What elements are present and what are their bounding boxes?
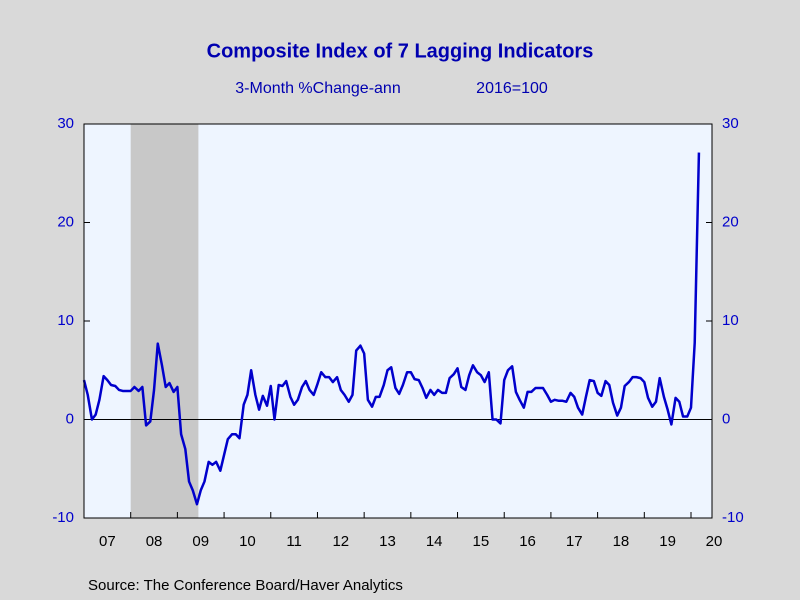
x-tick-label: 18 bbox=[613, 533, 630, 550]
y-tick-label: -10 bbox=[52, 509, 74, 526]
y2-tick-label: 30 bbox=[722, 115, 739, 132]
source: Source: The Conference Board/Haver Analy… bbox=[88, 577, 403, 594]
x-tick-label: 13 bbox=[379, 533, 396, 550]
chart-title: Composite Index of 7 Lagging Indicators bbox=[207, 40, 594, 62]
x-tick-label: 08 bbox=[146, 533, 163, 550]
y-tick-label: 20 bbox=[57, 213, 74, 230]
x-tick-label: 19 bbox=[659, 533, 676, 550]
plot-frame bbox=[83, 123, 713, 519]
x-tick-label: 15 bbox=[473, 533, 490, 550]
x-tick-label: 07 bbox=[99, 533, 116, 550]
y-tick-label: 10 bbox=[57, 312, 74, 329]
y2-tick-label: 10 bbox=[722, 312, 739, 329]
y-tick-label: 0 bbox=[66, 410, 74, 427]
x-tick-label: 09 bbox=[192, 533, 209, 550]
x-tick-label: 10 bbox=[239, 533, 256, 550]
x-tick-label: 17 bbox=[566, 533, 583, 550]
x-tick-label: 16 bbox=[519, 533, 536, 550]
recession-band bbox=[130, 124, 199, 518]
x-tick-label: 12 bbox=[332, 533, 349, 550]
y2-tick-label: 20 bbox=[722, 213, 739, 230]
x-tick-label: 20 bbox=[706, 533, 723, 550]
data-line bbox=[82, 152, 701, 506]
y2-tick-label: -10 bbox=[722, 509, 744, 526]
chart-subtitle-right: 2016=100 bbox=[476, 80, 548, 97]
x-tick-label: 11 bbox=[286, 533, 302, 550]
plot: -10 -10 0 0 10 10 20 20 30 30 07 08 09 10 11 12 13 14 15 16… bbox=[52, 115, 743, 550]
y-tick-label: 30 bbox=[57, 115, 74, 132]
x-tick-label: 14 bbox=[426, 533, 443, 550]
y2-tick-label: 0 bbox=[722, 410, 730, 427]
chart-subtitle: 3-Month %Change-ann bbox=[235, 80, 400, 97]
